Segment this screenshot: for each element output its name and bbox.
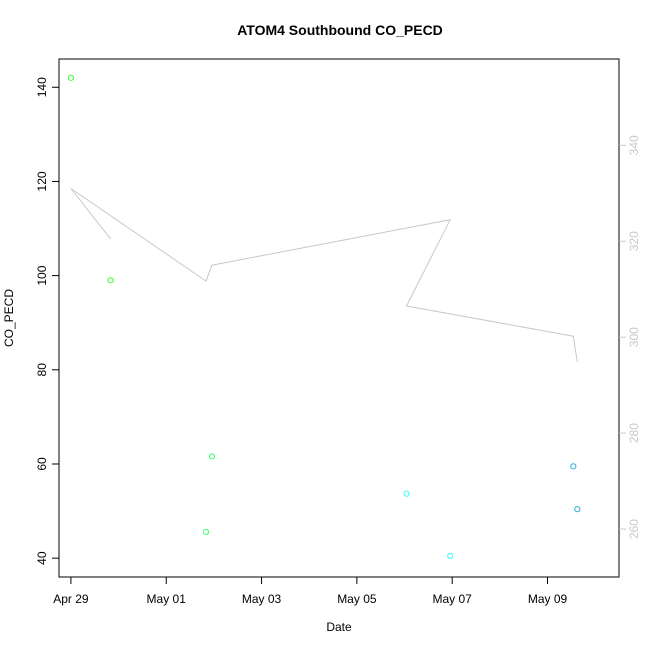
data-point [107, 277, 114, 284]
y-axis-right: 260 280 300 320 340 [619, 135, 641, 539]
y-left-tick-label: 100 [35, 265, 49, 285]
y-left-tick-label: 40 [35, 551, 49, 565]
y-left-tick-label: 120 [35, 171, 49, 191]
y-right-tick-label: 280 [627, 423, 641, 443]
y-axis-label: CO_PECD [2, 289, 16, 347]
x-tick-label: May 07 [433, 592, 473, 606]
y-axis-left: 40 60 80 100 120 140 [35, 77, 59, 565]
line-layer [70, 188, 578, 363]
points-layer [67, 74, 581, 559]
plot-frame [58, 58, 620, 578]
data-point [574, 506, 581, 513]
y-right-tick-label: 260 [627, 519, 641, 539]
x-tick-label: May 05 [337, 592, 377, 606]
y-left-tick-label: 140 [35, 77, 49, 97]
chart-title: ATOM4 Southbound CO_PECD [237, 22, 443, 38]
data-point [570, 463, 577, 470]
data-point [403, 490, 410, 497]
data-point [202, 528, 210, 535]
x-tick-label: May 03 [242, 592, 282, 606]
x-tick-label: May 01 [147, 592, 187, 606]
data-point [67, 74, 75, 81]
y-right-tick-label: 320 [627, 231, 641, 251]
y-right-tick-label: 340 [627, 135, 641, 155]
x-tick-label: Apr 29 [53, 592, 89, 606]
y-left-tick-label: 80 [35, 363, 49, 377]
data-point [208, 453, 216, 460]
x-tick-label: May 09 [528, 592, 568, 606]
series-line [70, 188, 578, 363]
y-left-tick-label: 60 [35, 457, 49, 471]
y-right-tick-label: 300 [627, 327, 641, 347]
data-point [447, 552, 454, 559]
x-axis-label: Date [326, 620, 352, 634]
x-axis: Apr 29 May 01 May 03 May 05 May 07 May 09 [53, 577, 568, 606]
